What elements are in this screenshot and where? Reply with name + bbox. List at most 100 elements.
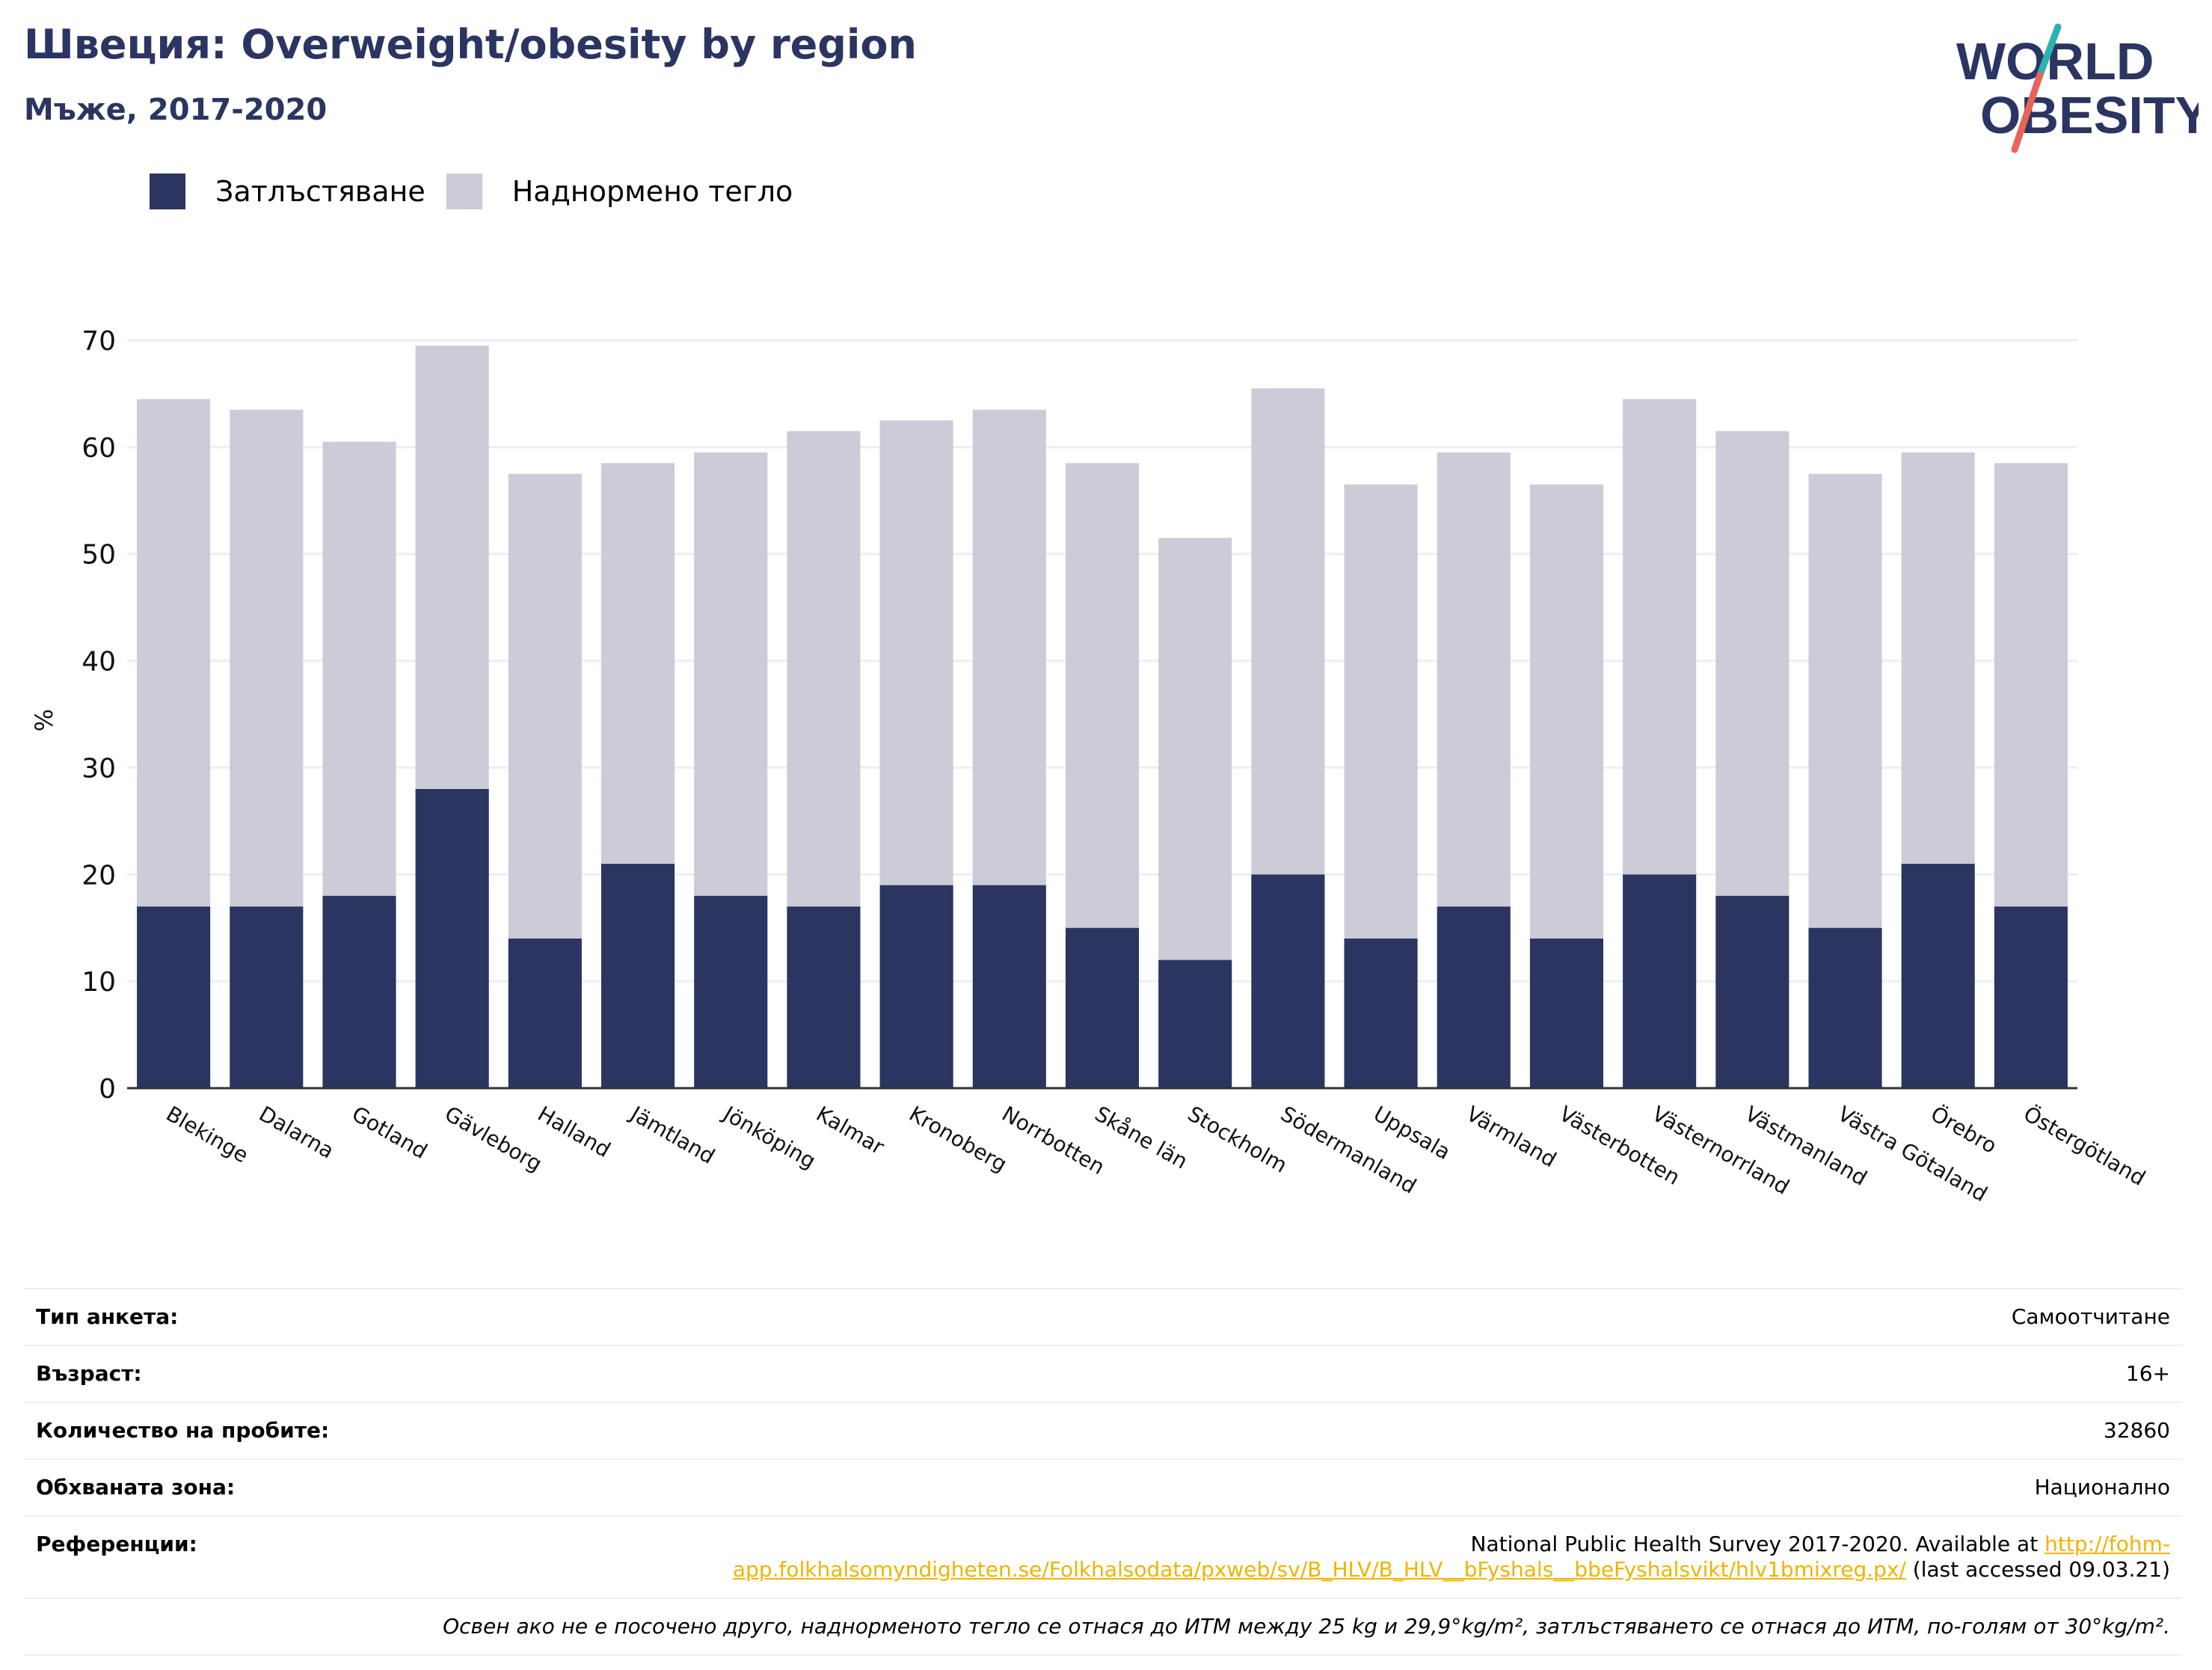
page-subtitle: Мъже, 2017-2020: [24, 93, 328, 127]
bar-obesity-20: [1994, 906, 2068, 1088]
bar-overweight-10: [1065, 463, 1140, 928]
x-tick-label-6: Jönköping: [718, 1100, 820, 1173]
x-tick-label-9: Norrbotten: [998, 1101, 1109, 1179]
chart-legend: Затлъстяване Наднормено тегло: [150, 174, 814, 209]
bar-obesity-2: [322, 895, 396, 1088]
y-axis-label: %: [30, 709, 58, 731]
bar-obesity-13: [1344, 939, 1418, 1088]
bar-overweight-20: [1994, 463, 2068, 907]
legend-label-overweight: Наднормено тегло: [511, 175, 793, 208]
legend-swatch-overweight: [446, 174, 482, 209]
x-tick-label-0: Blekinge: [162, 1101, 253, 1167]
bar-overweight-4: [508, 473, 582, 939]
coverage-area-value: Национално: [2034, 1475, 2170, 1499]
y-tick-label-60: 60: [82, 433, 116, 464]
bar-overweight-5: [600, 463, 675, 864]
bar-overweight-11: [1158, 538, 1232, 960]
references-value: National Public Health Survey 2017-2020.…: [525, 1532, 2170, 1582]
bar-overweight-13: [1344, 484, 1418, 939]
bar-obesity-19: [1901, 864, 1975, 1088]
info-row-age: Възраст: 16+: [24, 1345, 2182, 1402]
x-tick-label-11: Stockholm: [1184, 1101, 1291, 1177]
reference-link[interactable]: http://fohm-app.folkhalsomyndigheten.se/…: [732, 1532, 2170, 1582]
y-tick-label-70: 70: [82, 326, 116, 357]
bar-obesity-0: [137, 906, 211, 1088]
bar-obesity-17: [1715, 895, 1789, 1088]
definition-note: Освен ако не е посочено друго, наднормен…: [443, 1614, 2170, 1639]
bar-obesity-3: [415, 789, 489, 1088]
x-tick-label-18: Västra Götaland: [1834, 1101, 1991, 1206]
bar-chart: 0 10 20 30 40 50 60 70% Blekinge Dalarna Gotland Gä…: [30, 326, 2150, 1206]
bar-overweight-2: [322, 441, 396, 896]
bar-obesity-7: [787, 906, 861, 1088]
info-row-survey: Тип анкета: Самоотчитане: [24, 1288, 2182, 1345]
x-tick-label-4: Halland: [533, 1101, 615, 1162]
legend-swatch-obesity: [150, 174, 185, 209]
bar-obesity-4: [508, 939, 582, 1088]
y-tick-label-40: 40: [82, 647, 116, 678]
bar-overweight-7: [787, 431, 861, 907]
bar-overweight-12: [1251, 388, 1325, 875]
reference-suffix: (last accessed 09.03.21): [1905, 1557, 2170, 1582]
bar-obesity-9: [972, 885, 1046, 1088]
logo-coral-stroke: [2011, 71, 2044, 153]
info-row-note: Освен ако не е посочено друго, наднормен…: [24, 1597, 2182, 1656]
bar-overweight-18: [1808, 473, 1882, 928]
bar-obesity-6: [694, 895, 768, 1088]
logo-word-obesity: OBESITY: [1980, 86, 2199, 144]
y-tick-label-10: 10: [82, 967, 116, 998]
bar-obesity-16: [1623, 874, 1697, 1088]
y-tick-label-0: 0: [99, 1074, 116, 1105]
bar-overweight-19: [1901, 452, 1975, 864]
sample-size-label: Количество на пробите:: [36, 1418, 330, 1443]
x-tick-label-20: Östergötland: [2019, 1101, 2150, 1191]
bar-obesity-14: [1437, 906, 1511, 1088]
age-value: 16+: [2125, 1361, 2170, 1386]
bar-obesity-15: [1529, 939, 1604, 1088]
bar-obesity-1: [230, 906, 304, 1088]
coverage-area-label: Обхваната зона:: [36, 1475, 236, 1499]
bar-obesity-8: [879, 885, 953, 1088]
y-tick-label-20: 20: [82, 860, 116, 891]
bar-obesity-10: [1065, 927, 1140, 1088]
age-label: Възраст:: [36, 1361, 142, 1386]
bar-overweight-1: [230, 409, 304, 907]
x-tick-label-5: Jämtland: [625, 1100, 719, 1169]
bar-overweight-6: [694, 452, 768, 896]
x-tick-label-14: Värmland: [1462, 1101, 1561, 1172]
logo-teal-stroke: [2036, 23, 2062, 79]
sample-size-value: 32860: [2103, 1418, 2170, 1443]
x-tick-label-2: Gotland: [348, 1101, 431, 1164]
info-row-area: Обхваната зона: Национално: [24, 1458, 2182, 1515]
legend-item-overweight: Наднормено тегло: [446, 174, 793, 209]
info-row-references: Референции: National Public Health Surve…: [24, 1515, 2182, 1597]
x-tick-label-3: Gävleborg: [440, 1101, 546, 1176]
references-label: Референции:: [36, 1532, 197, 1556]
bar-overweight-8: [879, 420, 953, 885]
bar-obesity-11: [1158, 960, 1232, 1088]
world-obesity-logo: WORLD OBESITY: [1956, 23, 2199, 153]
info-row-sample: Количество на пробите: 32860: [24, 1402, 2182, 1458]
legend-item-obesity: Затлъстяване: [150, 174, 425, 209]
x-tick-label-8: Kronoberg: [905, 1101, 1011, 1176]
x-tick-label-7: Kalmar: [812, 1101, 888, 1159]
y-tick-label-30: 30: [82, 753, 116, 784]
survey-type-label: Тип анкета:: [36, 1304, 179, 1329]
bar-overweight-0: [137, 399, 211, 907]
info-table: Тип анкета: Самоотчитане Възраст: 16+ Ко…: [24, 1288, 2182, 1656]
bar-overweight-17: [1715, 431, 1789, 896]
page-title: Швеция: Overweight/obesity by region: [24, 21, 917, 68]
bar-obesity-18: [1808, 927, 1882, 1088]
x-tick-label-19: Örebro: [1926, 1101, 2001, 1158]
bar-overweight-16: [1623, 399, 1697, 875]
bar-overweight-14: [1437, 452, 1511, 907]
legend-label-obesity: Затлъстяване: [215, 175, 425, 208]
reference-text: National Public Health Survey 2017-2020.…: [1470, 1532, 2045, 1556]
bar-overweight-3: [415, 346, 489, 790]
y-tick-label-50: 50: [82, 540, 116, 571]
survey-type-value: Самоотчитане: [2011, 1304, 2170, 1329]
x-tick-label-1: Dalarna: [255, 1101, 338, 1163]
bar-overweight-9: [972, 409, 1046, 885]
bar-obesity-5: [600, 864, 675, 1088]
bar-overweight-15: [1529, 484, 1604, 939]
